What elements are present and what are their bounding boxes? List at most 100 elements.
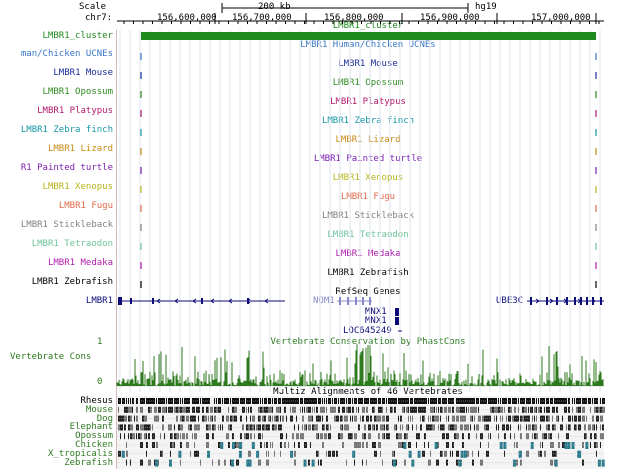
alignment-highlight xyxy=(251,442,255,449)
track-label-ucne-4[interactable]: LMBR1 Zebra finch xyxy=(20,125,113,135)
alignment-block xyxy=(396,398,397,404)
alignment-block xyxy=(174,442,175,448)
gene-lmbr1-exon xyxy=(118,297,122,305)
track-label-ucne-9[interactable]: LMBR1 Stickleback xyxy=(20,220,113,230)
alignment-block xyxy=(124,433,125,440)
alignment-block xyxy=(310,442,311,448)
track-label-ucne-6[interactable]: R1 Painted turtle xyxy=(20,163,113,173)
alignment-block xyxy=(600,424,601,431)
alignment-block xyxy=(374,424,375,431)
gene-ube3c-exon xyxy=(600,297,602,305)
alignment-block xyxy=(472,450,473,457)
alignment-block xyxy=(352,398,353,404)
track-label-ucne-3[interactable]: LMBR1 Platypus xyxy=(37,106,113,116)
conservation-title: Vertebrate Conservation by PhastCons xyxy=(270,337,466,347)
track-label-ucne-8[interactable]: LMBR1 Fugu xyxy=(58,201,113,211)
alignment-block xyxy=(536,398,537,404)
gene-mnx1-b xyxy=(395,317,399,325)
conservation-axis-top: 1 xyxy=(97,337,103,347)
alignment-block xyxy=(510,415,511,422)
multiz-species-label-3[interactable]: Elephant xyxy=(69,422,113,433)
alignment-block xyxy=(562,415,563,422)
alignment-block xyxy=(396,424,397,431)
alignment-block xyxy=(478,424,479,431)
alignment-block xyxy=(356,398,357,404)
alignment-highlight xyxy=(503,442,507,449)
alignment-block xyxy=(272,442,273,448)
alignment-block xyxy=(330,424,331,431)
alignment-highlight xyxy=(585,442,589,449)
alignment-block xyxy=(562,424,563,431)
gene-lmbr1-exon xyxy=(130,298,132,304)
alignment-block xyxy=(146,415,147,422)
gene-label-mnx1-a[interactable]: MNX1 xyxy=(365,307,387,317)
gene-label-loc645249[interactable]: LOC645249 xyxy=(343,326,392,336)
gene-ube3c-exon xyxy=(592,297,594,305)
alignment-highlight xyxy=(434,442,438,449)
multiz-species-label-5[interactable]: Chicken xyxy=(75,440,113,450)
gene-strand-arrow xyxy=(228,298,233,304)
gene-label-mnx1-b[interactable]: MNX1 xyxy=(365,316,387,326)
alignment-block xyxy=(428,398,429,404)
gene-label-nom1[interactable]: NOM1 xyxy=(313,296,335,306)
alignment-block xyxy=(500,398,501,404)
alignment-block xyxy=(572,406,573,413)
track-label-ucne-7[interactable]: LMBR1 Xenopus xyxy=(42,182,113,192)
alignment-block xyxy=(158,459,159,466)
alignment-block xyxy=(556,450,557,457)
alignment-block xyxy=(146,433,147,440)
alignment-block xyxy=(122,424,123,431)
alignment-block xyxy=(558,433,559,440)
alignment-block xyxy=(272,415,273,422)
alignment-block xyxy=(506,415,507,422)
alignment-block xyxy=(498,433,499,440)
multiz-species-label-7[interactable]: Zebrafish xyxy=(64,457,113,468)
alignment-block xyxy=(368,398,369,404)
multiz-species-label-4[interactable]: Opossum xyxy=(75,431,113,442)
track-label-ucne-11[interactable]: LMBR1 Medaka xyxy=(47,258,113,268)
cluster-center-label: LMBR1_cluster xyxy=(332,21,404,31)
track-label-ucne-10[interactable]: LMBR1 Tetraodon xyxy=(31,239,113,249)
alignment-block xyxy=(332,398,333,404)
multiz-species-label-6[interactable]: X_tropicalis xyxy=(47,448,113,459)
refseq-left-label[interactable]: LMBR1 xyxy=(85,296,113,306)
alignment-block xyxy=(600,398,601,404)
alignment-block xyxy=(446,415,447,422)
gene-lmbr1-exon xyxy=(247,298,249,304)
alignment-block xyxy=(440,398,441,404)
track-label-vertebrate-cons[interactable]: Vertebrate Cons xyxy=(10,352,92,362)
alignment-block xyxy=(368,415,369,422)
alignment-block xyxy=(300,406,301,413)
alignment-block xyxy=(474,415,475,422)
alignment-block xyxy=(198,398,199,404)
alignment-highlight xyxy=(411,459,415,467)
multiz-species-label-2[interactable]: Dog xyxy=(96,413,113,424)
track-label-ucne-2[interactable]: LMBR1 Opossum xyxy=(42,87,113,97)
alignment-block xyxy=(572,398,573,404)
alignment-block xyxy=(302,398,303,404)
track-label-ucne-5[interactable]: LMBR1 Lizard xyxy=(47,144,113,154)
track-label-lmbr1-cluster[interactable]: LMBR1_cluster xyxy=(42,31,113,41)
alignment-block xyxy=(302,424,303,431)
alignment-block xyxy=(442,450,443,457)
alignment-highlight xyxy=(121,450,125,458)
alignment-highlight xyxy=(231,442,235,449)
alignment-block xyxy=(434,424,435,431)
alignment-block xyxy=(470,424,471,431)
multiz-species-label-0[interactable]: Rhesus xyxy=(80,396,113,406)
alignment-block xyxy=(382,459,383,466)
gene-strand-arrow xyxy=(591,298,596,304)
alignment-block xyxy=(534,398,535,404)
track-label-ucne-0[interactable]: man/Chicken UCNEs xyxy=(20,49,113,59)
alignment-block xyxy=(118,406,119,413)
gene-strand-arrow xyxy=(192,298,197,304)
track-label-ucne-12[interactable]: LMBR1 Zebrafish xyxy=(31,277,113,287)
gene-ube3c-exon xyxy=(556,297,558,305)
alignment-block xyxy=(120,433,121,440)
track-label-ucne-1[interactable]: LMBR1 Mouse xyxy=(53,68,113,78)
alignment-block xyxy=(490,433,491,440)
alignment-block xyxy=(530,398,531,404)
alignment-block xyxy=(532,406,533,413)
multiz-species-label-1[interactable]: Mouse xyxy=(85,404,113,415)
